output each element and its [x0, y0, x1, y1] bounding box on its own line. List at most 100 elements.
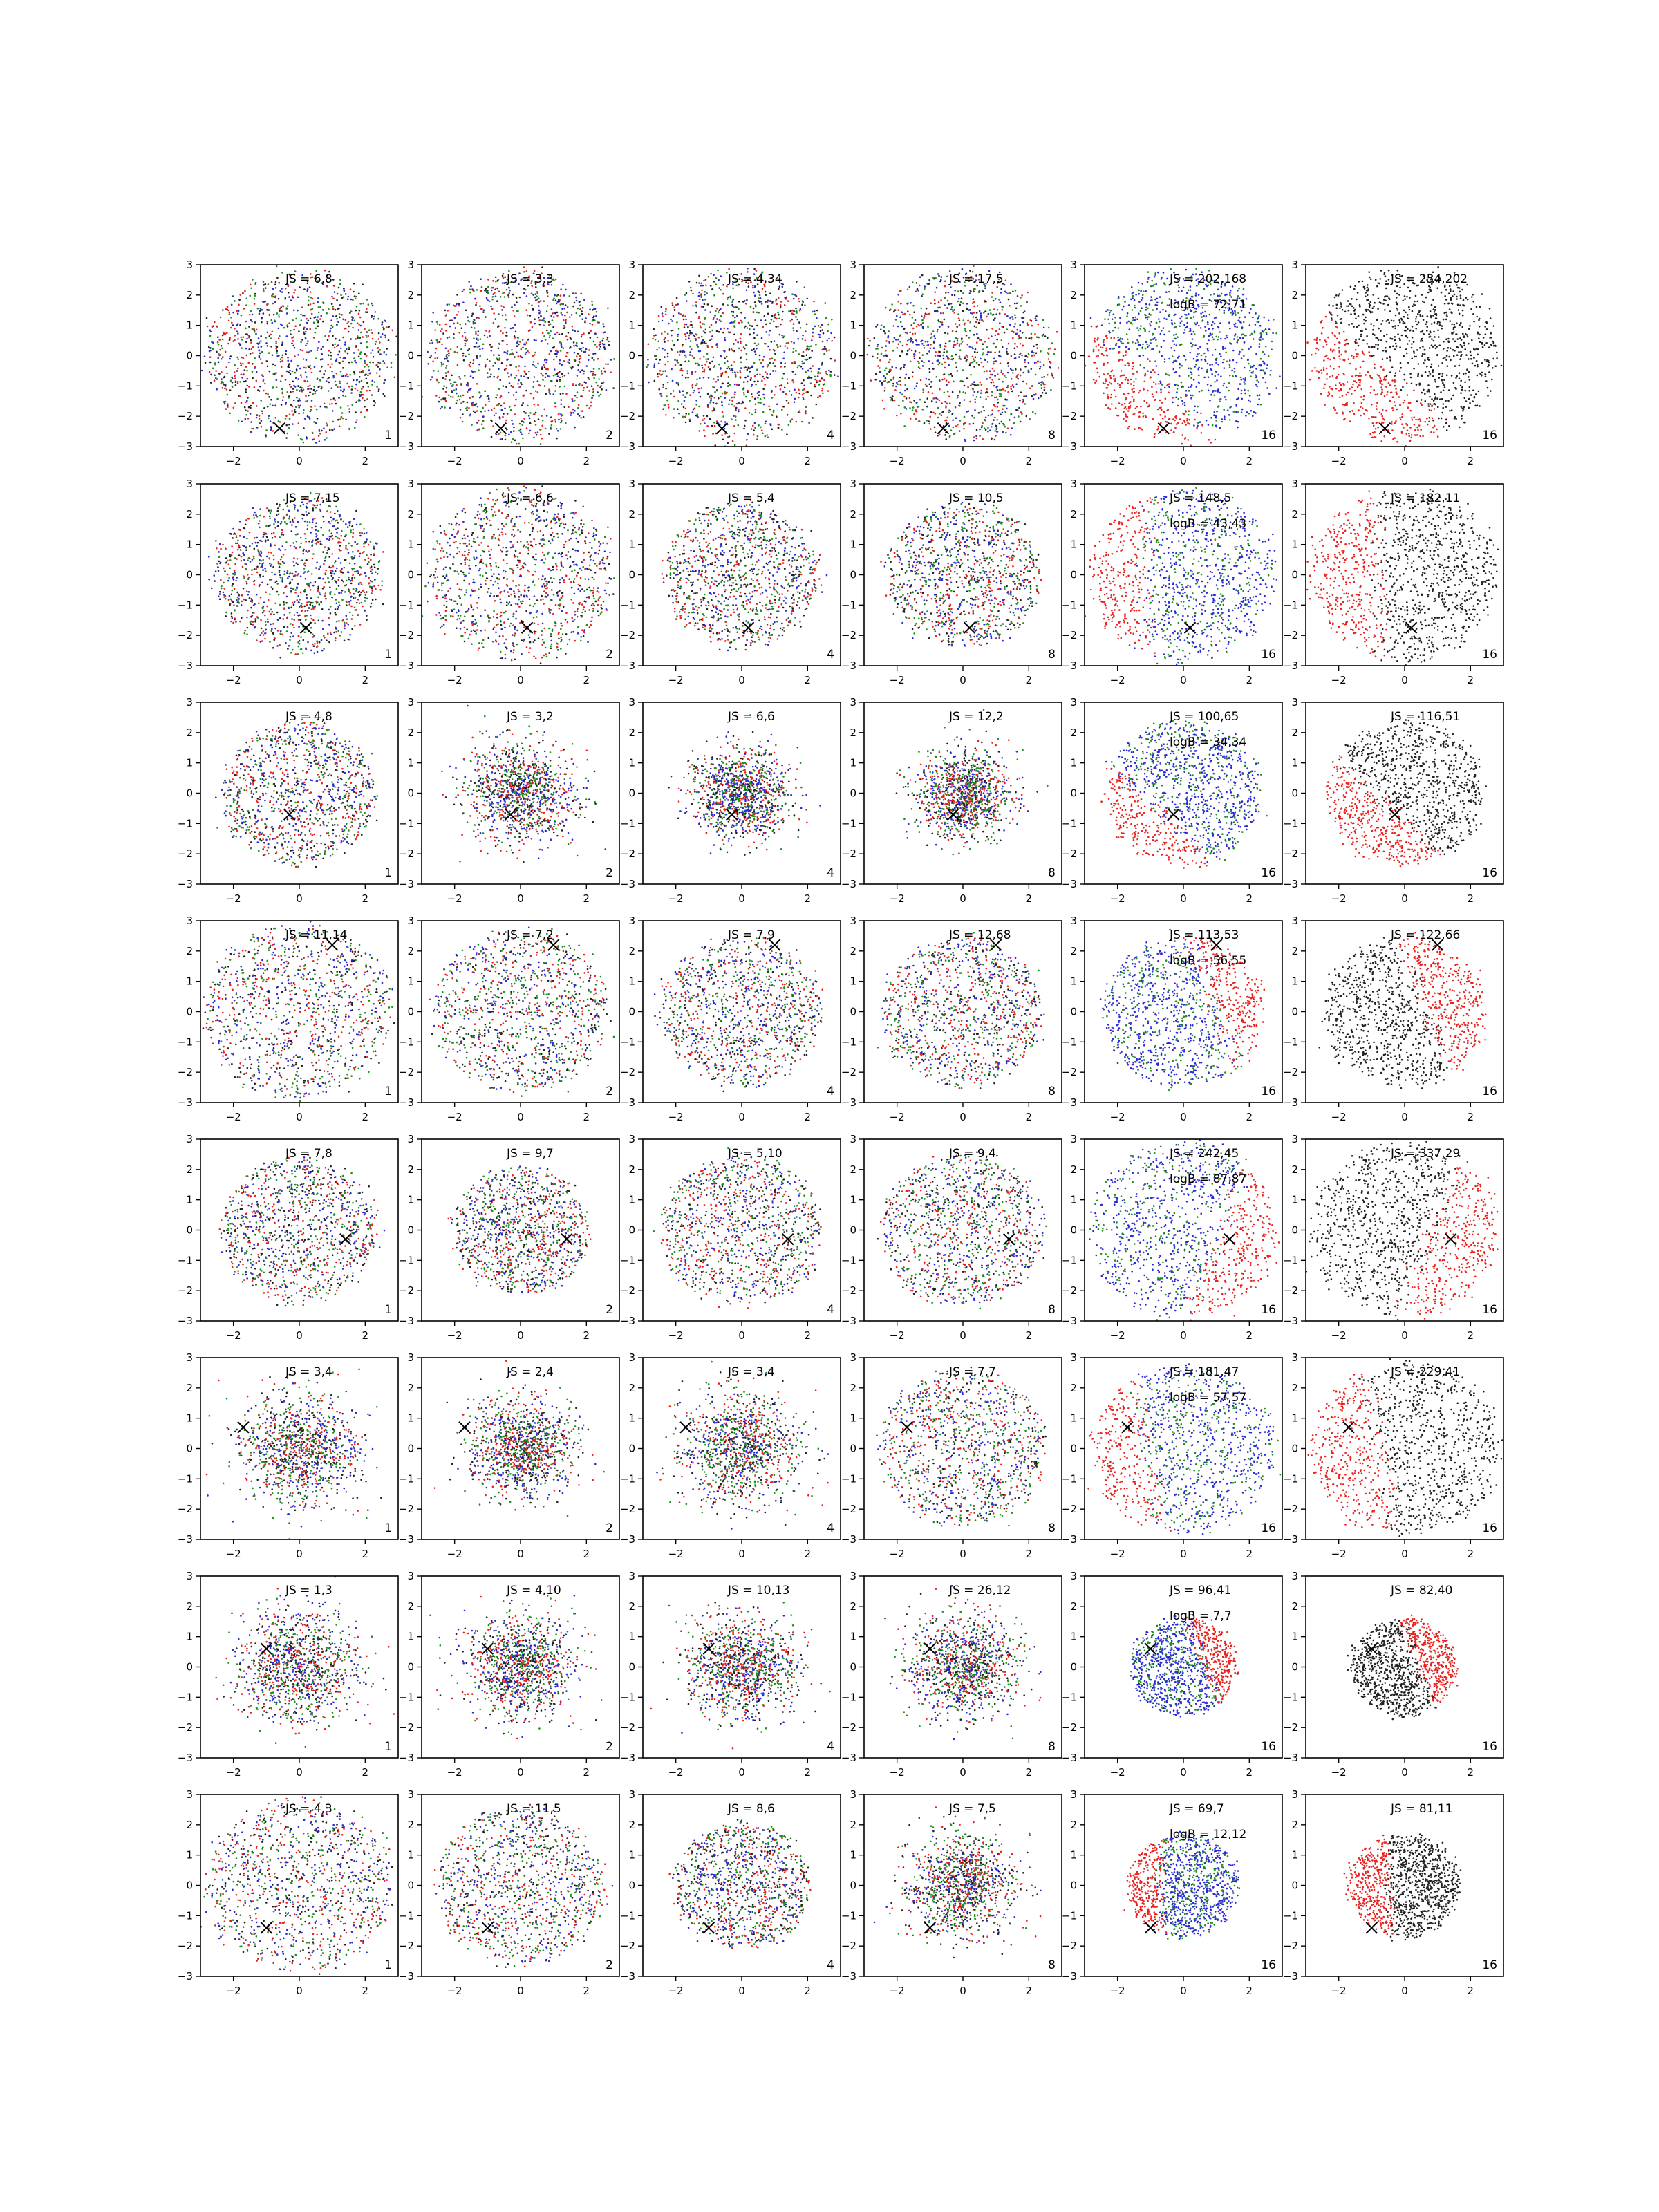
data-point: [274, 417, 277, 419]
data-point: [306, 288, 309, 290]
data-point: [515, 391, 518, 393]
data-point: [706, 406, 709, 409]
data-point: [941, 363, 944, 366]
data-point: [219, 316, 222, 319]
data-point: [994, 396, 996, 399]
data-point: [906, 353, 909, 356]
data-point: [593, 308, 595, 310]
data-point: [906, 332, 908, 335]
data-point: [298, 412, 300, 415]
data-point: [770, 341, 773, 343]
data-point: [561, 364, 563, 366]
data-point: [379, 353, 382, 355]
data-point: [699, 298, 701, 301]
data-point: [599, 341, 601, 344]
data-point: [1000, 420, 1003, 423]
data-point: [497, 404, 499, 406]
data-point: [561, 375, 564, 378]
data-point: [798, 309, 801, 312]
data-point: [560, 420, 563, 422]
data-point: [314, 390, 317, 393]
data-point: [818, 368, 821, 370]
data-point: [472, 404, 474, 406]
data-point: [977, 279, 980, 281]
data-point: [722, 382, 724, 385]
data-point: [760, 426, 762, 429]
data-point: [270, 281, 273, 283]
data-point: [998, 350, 1001, 353]
data-point: [959, 405, 961, 407]
data-point: [1037, 360, 1039, 362]
data-point: [924, 383, 927, 386]
data-point: [258, 312, 261, 315]
data-point: [304, 337, 307, 340]
data-point: [542, 285, 545, 288]
data-point: [889, 396, 892, 399]
data-point: [1179, 321, 1182, 324]
data-point: [275, 342, 277, 344]
data-point: [544, 427, 547, 430]
data-point: [1018, 337, 1020, 340]
data-point: [966, 411, 968, 413]
data-point: [291, 337, 293, 339]
data-point: [523, 421, 525, 423]
data-point: [362, 283, 364, 286]
data-point: [883, 380, 885, 382]
data-point: [482, 406, 484, 409]
data-point: [711, 424, 713, 427]
data-point: [772, 348, 775, 351]
data-point: [480, 290, 482, 292]
data-point: [482, 415, 485, 418]
data-point: [912, 322, 915, 324]
data-point: [789, 310, 792, 312]
data-point: [602, 381, 605, 384]
data-point: [798, 388, 800, 391]
data-point: [661, 332, 663, 335]
data-point: [732, 283, 734, 285]
data-point: [306, 415, 309, 418]
data-point: [277, 297, 280, 300]
data-point: [305, 366, 307, 369]
data-point: [294, 377, 297, 379]
data-point: [574, 410, 576, 412]
data-point: [959, 301, 962, 303]
data-point: [286, 432, 289, 435]
data-point: [543, 317, 545, 320]
data-point: [359, 331, 362, 334]
data-point: [261, 317, 263, 319]
data-point: [524, 288, 527, 291]
data-point: [466, 382, 469, 384]
data-point: [538, 312, 541, 315]
data-point: [706, 415, 709, 418]
data-point: [766, 434, 768, 436]
data-point: [433, 370, 435, 372]
data-point: [557, 294, 559, 296]
data-point: [945, 419, 948, 422]
data-point: [815, 403, 818, 406]
data-point: [536, 380, 539, 382]
data-point: [258, 356, 261, 359]
data-point: [284, 418, 287, 420]
data-point: [960, 297, 963, 300]
data-point: [747, 271, 749, 273]
data-point: [937, 398, 939, 400]
data-point: [612, 387, 615, 389]
data-point: [288, 397, 290, 399]
data-point: [991, 292, 993, 294]
data-point: [975, 435, 977, 438]
data-point: [828, 369, 830, 372]
data-point: [324, 439, 326, 441]
data-point: [378, 388, 380, 391]
data-point: [738, 321, 740, 324]
data-point: [671, 304, 674, 306]
data-point: [733, 343, 735, 345]
data-point: [997, 409, 1000, 412]
data-point: [292, 423, 294, 425]
data-point: [521, 433, 523, 435]
data-point: [607, 363, 609, 366]
data-point: [795, 391, 798, 394]
data-point: [932, 397, 935, 400]
data-point: [343, 290, 346, 292]
data-point: [476, 429, 478, 431]
data-point: [979, 339, 981, 341]
